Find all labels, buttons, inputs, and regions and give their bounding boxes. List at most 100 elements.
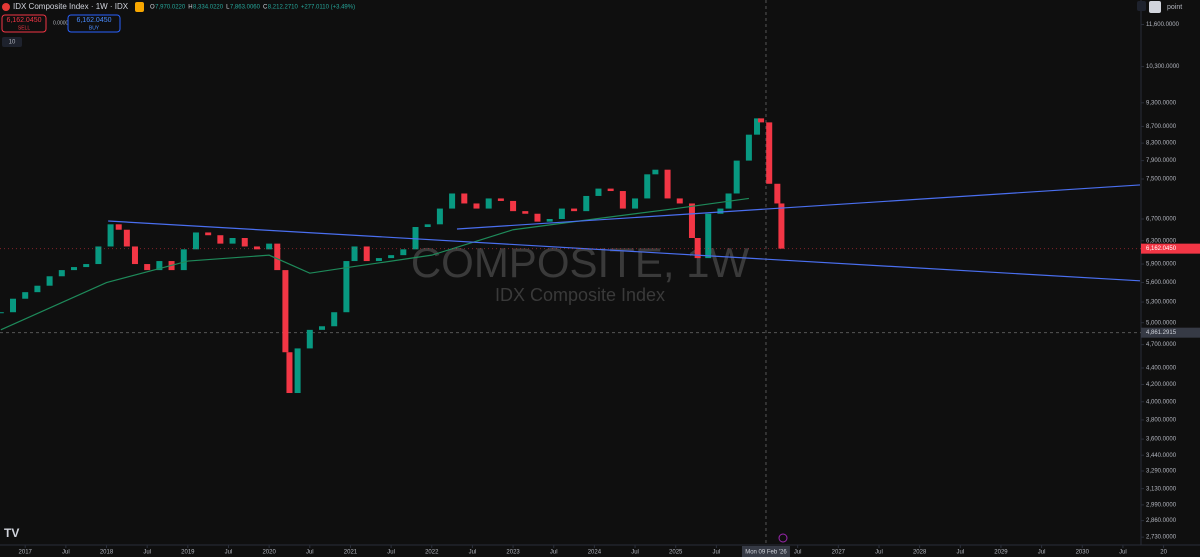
- candle: [644, 174, 651, 199]
- candle: [424, 224, 431, 228]
- y-tick-label: 7,900.0000: [1146, 158, 1177, 164]
- x-tick-label: Jul: [62, 550, 70, 556]
- ohlc-key: H: [188, 5, 192, 11]
- x-tick-label: Jul: [550, 550, 558, 556]
- line-series: [456, 184, 1141, 230]
- toolbar-button[interactable]: [1137, 1, 1146, 11]
- buy-button[interactable]: [67, 14, 121, 33]
- event-marker[interactable]: [778, 533, 788, 543]
- candle: [363, 246, 370, 262]
- crosshair-x-label: Mon 09 Feb '26: [745, 550, 787, 556]
- candle: [534, 213, 541, 222]
- candle: [733, 160, 740, 194]
- y-tick-label: 10,300.0000: [1146, 64, 1180, 70]
- candle: [241, 238, 248, 247]
- candle: [497, 198, 504, 201]
- line-series: [0, 197, 749, 331]
- y-tick-label: 7,500.0000: [1146, 177, 1177, 183]
- ohlc: O 7,970.0220 H 8,334.0220 L 7,863.0060 C 8,212.…: [150, 5, 355, 11]
- y-tick-label: 2,860.0000: [1146, 518, 1177, 524]
- crosshair-y-box: [1141, 327, 1200, 338]
- candle: [754, 118, 761, 135]
- x-tick-label: 2027: [832, 550, 846, 556]
- symbol-icon: [2, 3, 10, 11]
- indicators-count: 10: [9, 40, 16, 46]
- candle: [449, 193, 456, 209]
- last-price-label: 6,162.0450: [1146, 246, 1177, 252]
- y-tick-label: 8,300.0000: [1146, 141, 1177, 147]
- x-tick-label: 2020: [262, 550, 276, 556]
- indicators-toggle[interactable]: [2, 37, 22, 47]
- candle: [306, 329, 313, 349]
- x-tick-label: Jul: [631, 550, 639, 556]
- candle: [778, 203, 785, 249]
- candle: [688, 203, 695, 239]
- candle: [156, 261, 163, 271]
- x-tick-label: Jul: [875, 550, 883, 556]
- candle: [595, 188, 602, 196]
- x-tick-label: 2023: [506, 550, 520, 556]
- y-tick-label: 8,700.0000: [1146, 124, 1177, 130]
- settings-button[interactable]: [1149, 1, 1161, 13]
- y-tick-label: 11,600.0000: [1146, 22, 1180, 28]
- ohlc-key: C: [263, 5, 268, 11]
- candle: [205, 232, 212, 236]
- crosshair-y-label: 4,861.2915: [1146, 330, 1177, 336]
- y-tick-label: 5,300.0000: [1146, 300, 1177, 306]
- ohlc-value: 7,863.0060: [230, 5, 261, 11]
- y-tick-label: 5,600.0000: [1146, 280, 1177, 286]
- x-tick-label: 2017: [19, 550, 33, 556]
- candle: [22, 292, 29, 299]
- candle: [473, 203, 480, 209]
- candle: [607, 188, 614, 192]
- x-tick-label: Jul: [143, 550, 151, 556]
- spread: 0.0000: [53, 20, 69, 26]
- candle: [131, 246, 138, 265]
- candle: [343, 261, 350, 313]
- candle: [400, 249, 407, 256]
- candle: [107, 224, 114, 247]
- x-tick-label: 2029: [994, 550, 1008, 556]
- candle: [274, 243, 281, 271]
- y-tick-label: 2,730.0000: [1146, 535, 1177, 541]
- scale-mode[interactable]: point: [1167, 4, 1182, 11]
- watermark-sub: IDX Composite Index: [495, 285, 665, 305]
- candle: [619, 191, 626, 209]
- x-tick-label: Jul: [1119, 550, 1127, 556]
- candle: [546, 218, 553, 222]
- candle: [632, 198, 639, 209]
- candle: [0, 312, 4, 314]
- candle: [694, 238, 701, 259]
- candle: [70, 267, 77, 271]
- y-tick-label: 3,130.0000: [1146, 486, 1177, 492]
- ohlc-key: O: [150, 5, 155, 11]
- plot: [0, 0, 1141, 545]
- sell-label: SELL: [18, 25, 30, 31]
- sell-button[interactable]: [1, 14, 47, 33]
- candle: [282, 270, 289, 353]
- y-tick-label: 6,700.0000: [1146, 217, 1177, 223]
- x-tick-label: Jul: [387, 550, 395, 556]
- symbol[interactable]: IDX Composite Index · 1W · IDX: [13, 2, 129, 11]
- delay-badge: [135, 2, 144, 12]
- candle: [558, 208, 565, 219]
- y-tick-label: 6,300.0000: [1146, 238, 1177, 244]
- y-tick-label: 4,000.0000: [1146, 399, 1177, 405]
- candle: [705, 213, 712, 259]
- candle: [46, 276, 53, 286]
- candle: [583, 195, 590, 212]
- candle: [745, 134, 752, 161]
- candle: [510, 200, 517, 212]
- candle: [676, 198, 683, 204]
- candle: [144, 264, 151, 271]
- buy-price: 6,162.0450: [76, 17, 111, 24]
- candle: [115, 224, 122, 230]
- candle: [461, 193, 468, 204]
- candle: [286, 352, 293, 394]
- candle: [83, 264, 90, 268]
- candle: [253, 246, 260, 250]
- x-tick-label: 2022: [425, 550, 439, 556]
- x-tick-label: 2024: [588, 550, 602, 556]
- y-tick-label: 9,300.0000: [1146, 100, 1177, 106]
